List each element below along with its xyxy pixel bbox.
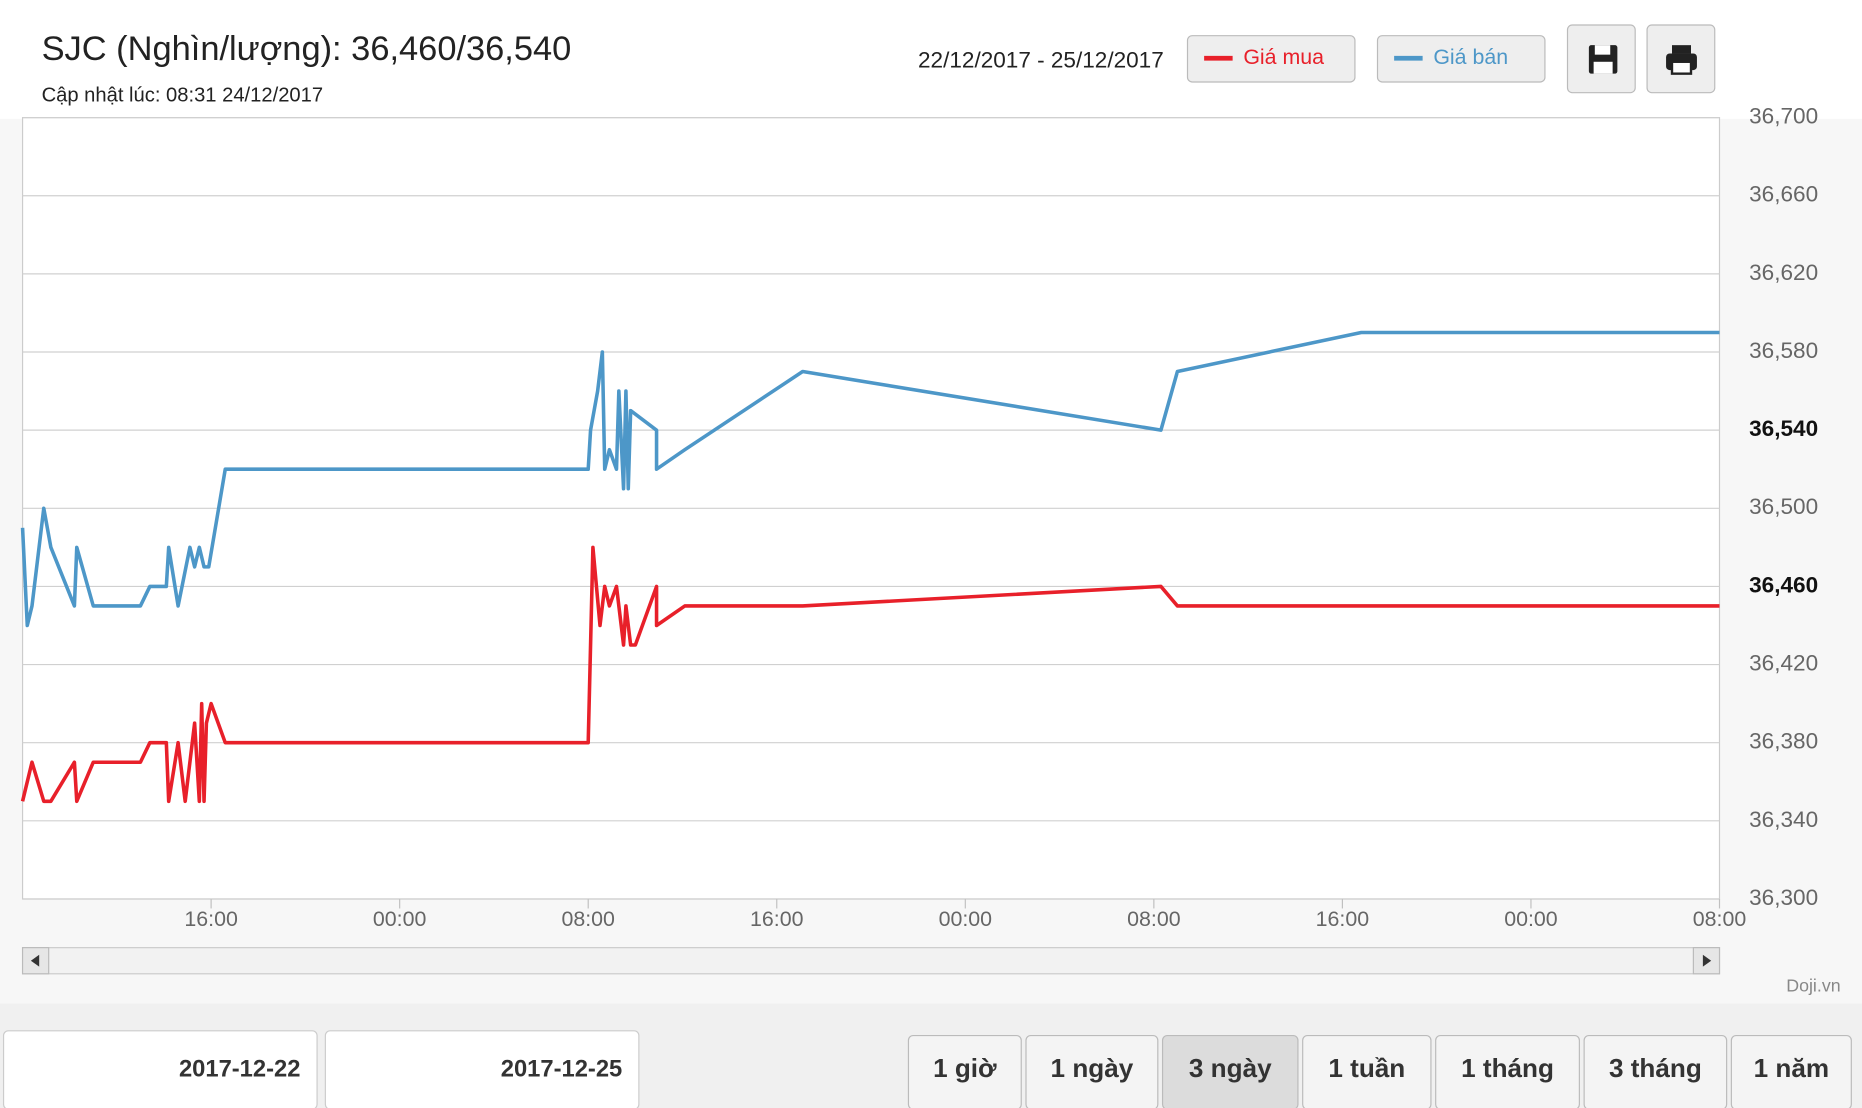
scrollbar[interactable] xyxy=(21,947,1721,975)
y-tick-label: 36,580 xyxy=(1749,338,1818,363)
legend-button[interactable] xyxy=(1186,35,1356,83)
legend-label[interactable]: Giá mua xyxy=(1243,45,1324,69)
range-button-label[interactable]: 3 tháng xyxy=(1609,1053,1702,1083)
y-tick-label: 36,380 xyxy=(1749,729,1818,754)
y-tick-label: 36,340 xyxy=(1749,807,1818,832)
x-tick-label: 16:00 xyxy=(750,907,804,931)
date-input-text[interactable]: 2017-12-25 xyxy=(501,1055,623,1082)
y-tick-label: 36,620 xyxy=(1749,260,1818,285)
x-tick-label: 00:00 xyxy=(1504,907,1558,931)
date-input[interactable] xyxy=(2,1030,318,1108)
credit: Doji.vn xyxy=(1786,976,1840,996)
print-button[interactable] xyxy=(1646,24,1716,94)
x-tick-label: 08:00 xyxy=(1693,907,1747,931)
range-button[interactable] xyxy=(1435,1034,1580,1108)
x-tick-label: 16:00 xyxy=(1316,907,1370,931)
chart-title: SJC (Nghìn/lượng): 36,460/36,540 xyxy=(42,30,572,68)
range-button[interactable] xyxy=(1583,1034,1728,1108)
date-input[interactable] xyxy=(324,1030,640,1108)
x-tick-label: 08:00 xyxy=(561,907,615,931)
y-tick-label: 36,420 xyxy=(1749,651,1818,676)
price-line xyxy=(20,330,1720,628)
range-button-label[interactable]: 1 năm xyxy=(1754,1053,1829,1083)
y-tick-label: 36,660 xyxy=(1749,182,1818,207)
y-tick-label: 36,500 xyxy=(1749,494,1818,519)
legend-button[interactable] xyxy=(1376,35,1546,83)
date-range: 22/12/2017 - 25/12/2017 xyxy=(918,48,1164,73)
range-button-label[interactable]: 3 ngày xyxy=(1189,1053,1272,1083)
price-line xyxy=(20,545,1720,804)
range-button[interactable] xyxy=(1025,1034,1159,1108)
range-button-label[interactable]: 1 tuần xyxy=(1328,1053,1405,1083)
range-button-label[interactable]: 1 tháng xyxy=(1461,1053,1554,1083)
x-tick-label: 00:00 xyxy=(373,907,427,931)
range-button-label[interactable]: 1 giờ xyxy=(933,1053,997,1083)
y-tick-label: 36,540 xyxy=(1749,416,1818,441)
x-tick-label: 08:00 xyxy=(1127,907,1181,931)
save-button[interactable] xyxy=(1566,24,1636,94)
range-button[interactable] xyxy=(1161,1034,1299,1108)
range-button[interactable] xyxy=(1302,1034,1432,1108)
y-tick-label: 36,460 xyxy=(1749,572,1818,597)
range-button-label[interactable]: 1 ngày xyxy=(1051,1053,1134,1083)
range-button[interactable] xyxy=(907,1034,1022,1108)
x-tick-label: 00:00 xyxy=(939,907,993,931)
legend-label[interactable]: Giá bán xyxy=(1433,45,1508,69)
x-tick-label: 16:00 xyxy=(184,907,238,931)
y-tick-label: 36,700 xyxy=(1749,104,1818,129)
update-time: Cập nhật lúc: 08:31 24/12/2017 xyxy=(42,85,324,107)
range-button[interactable] xyxy=(1730,1034,1852,1108)
date-input-text[interactable]: 2017-12-22 xyxy=(179,1055,301,1082)
y-tick-label: 36,300 xyxy=(1749,885,1818,910)
